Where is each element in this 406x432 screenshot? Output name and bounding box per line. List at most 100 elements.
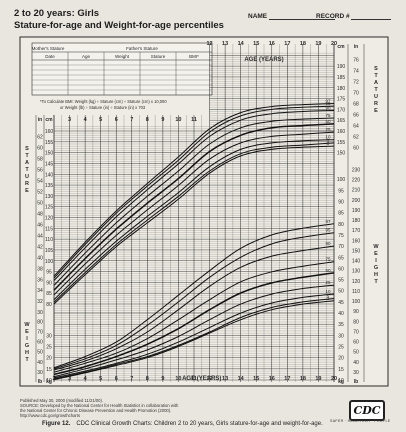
age-tick-bottom: 14 — [238, 376, 245, 382]
stature-right-cm-tick: 165 — [337, 118, 346, 124]
stature-left-cm-tick: 90 — [46, 280, 52, 286]
stature-right-cm-tick: 155 — [337, 140, 346, 146]
weight-percentile-label: 10 — [325, 289, 331, 294]
weight-right-lb-tick: 160 — [352, 238, 361, 244]
stature-right-in-tick: 60 — [353, 145, 359, 151]
stature-percentile-label: 97 — [325, 99, 331, 104]
stature-axis-letter: S — [25, 146, 29, 152]
weight-curve-95 — [53, 232, 335, 370]
stature-left-in-tick: 48 — [37, 211, 43, 217]
weight-right-kg-tick: 15 — [338, 367, 344, 373]
weight-right-kg-tick: 45 — [338, 300, 344, 306]
stature-right-in-tick: 68 — [353, 101, 359, 107]
stature-right-letter: R — [374, 101, 378, 107]
weight-right-kg-tick: 35 — [338, 322, 344, 328]
age-tick-mid: 8 — [146, 117, 149, 123]
weight-curve-25 — [53, 284, 335, 378]
age-tick-bottom: 3 — [68, 376, 71, 382]
stature-left-cm-tick: 135 — [45, 183, 54, 189]
name-label: NAME — [248, 13, 268, 20]
stature-right-in-tick: 72 — [353, 80, 359, 86]
record-field[interactable]: RECORD # — [316, 12, 392, 20]
weight-right-lb-tick: 100 — [352, 299, 361, 305]
stature-right-cm-tick: 175 — [337, 97, 346, 103]
bmi-note-line1: *To Calculate BMI: Weight (kg) ÷ Stature… — [40, 99, 167, 104]
stature-percentile-label: 25 — [325, 127, 331, 132]
weight-left-lb-tick: 30 — [37, 370, 43, 376]
age-tick-top: 16 — [269, 41, 275, 47]
stature-left-in-tick: 32 — [37, 299, 43, 305]
weight-right-lb-tick: 90 — [353, 309, 359, 315]
weight-left-lb-tick: 80 — [37, 319, 43, 325]
stature-curve-10 — [53, 139, 335, 301]
age-tick-top: 18 — [300, 41, 306, 47]
source-url[interactable]: http://www.cdc.gov/growthcharts — [20, 413, 81, 418]
stature-left-in-tick: 30 — [37, 310, 43, 316]
age-axis-label-bottom: AGE (YEARS) — [182, 376, 221, 382]
stature-right-cm-tick: 180 — [337, 86, 346, 92]
weight-right-letter: I — [375, 258, 377, 264]
weight-right-kg-tick: 65 — [338, 255, 344, 261]
stature-left-cm-tick: 130 — [45, 194, 54, 200]
stature-axis-letter: A — [25, 160, 29, 166]
weight-right-letter: H — [374, 272, 378, 278]
weight-left-lb-tick: 40 — [37, 360, 43, 366]
weight-left-kg-tick: 10 — [46, 378, 52, 384]
stature-left-in-tick: 36 — [37, 277, 43, 283]
stature-right-cm-tick: 150 — [337, 151, 346, 157]
weight-right-kg-tick: 20 — [338, 356, 344, 362]
weight-right-lb-tick: 210 — [352, 188, 361, 194]
stature-percentile-label: 95 — [325, 101, 331, 106]
weight-percentile-label: 90 — [325, 241, 331, 246]
bmi-note-line2: or Weight (lb) ÷ Stature (in) ÷ Stature … — [60, 105, 146, 110]
weight-curve-97 — [53, 223, 335, 369]
age-tick-top: 12 — [206, 41, 212, 47]
weight-right-lb-tick: 130 — [352, 269, 361, 275]
weight-right-kg-tick: 95 — [338, 188, 344, 194]
stature-right-in-tick: 76 — [353, 58, 359, 64]
right-in-unit: in — [354, 44, 358, 50]
weight-percentile-label: 97 — [325, 219, 331, 224]
stature-axis-letter: U — [25, 174, 29, 180]
left-in-unit: in — [38, 117, 42, 123]
stature-left-cm-tick: 110 — [45, 237, 53, 243]
weight-right-kg-tick: 75 — [338, 233, 344, 239]
stature-percentile-label: 90 — [325, 105, 331, 110]
chart-subtitle: Stature-for-age and Weight-for-age perce… — [14, 20, 224, 31]
stature-right-in-tick: 64 — [353, 123, 359, 129]
record-table — [31, 42, 213, 96]
age-tick-top: 17 — [284, 41, 290, 47]
stature-right-cm-tick: 190 — [337, 64, 346, 70]
stature-axis-letter: E — [25, 188, 29, 194]
stature-left-cm-tick: 150 — [45, 151, 54, 157]
weight-right-letter: W — [373, 244, 379, 250]
weight-right-lb-tick: 200 — [352, 198, 361, 204]
weight-right-lb-tick: 60 — [353, 340, 359, 346]
right-lb-unit: lb — [354, 379, 358, 385]
stature-right-letter: T — [374, 87, 378, 93]
left-cm-unit: cm — [45, 117, 53, 123]
age-tick-bottom: 20 — [331, 376, 337, 382]
weight-right-kg-tick: 55 — [338, 278, 344, 284]
weight-right-kg-tick: 30 — [338, 333, 344, 339]
stature-left-in-tick: 46 — [37, 222, 43, 228]
stature-right-letter: E — [374, 108, 378, 114]
stature-left-cm-tick: 160 — [45, 129, 54, 135]
age-tick-bottom: 8 — [146, 376, 149, 382]
stature-curve-95 — [53, 105, 335, 279]
weight-percentile-label: 50 — [325, 268, 331, 273]
stature-left-in-tick: 34 — [37, 288, 43, 294]
stature-right-in-tick: 66 — [353, 112, 359, 118]
age-tick-top: 19 — [315, 41, 321, 47]
weight-right-lb-tick: 230 — [352, 168, 361, 174]
name-field[interactable]: NAME — [248, 12, 335, 20]
weight-percentile-label: 75 — [325, 257, 331, 262]
stature-percentile-label: 3 — [327, 141, 330, 146]
weight-right-lb-tick: 220 — [352, 178, 361, 184]
stature-curve-90 — [53, 110, 335, 281]
age-tick-bottom: 5 — [99, 376, 102, 382]
weight-percentile-label: 5 — [327, 294, 330, 299]
stature-left-in-tick: 56 — [37, 167, 43, 173]
age-tick-top: 13 — [222, 41, 228, 47]
